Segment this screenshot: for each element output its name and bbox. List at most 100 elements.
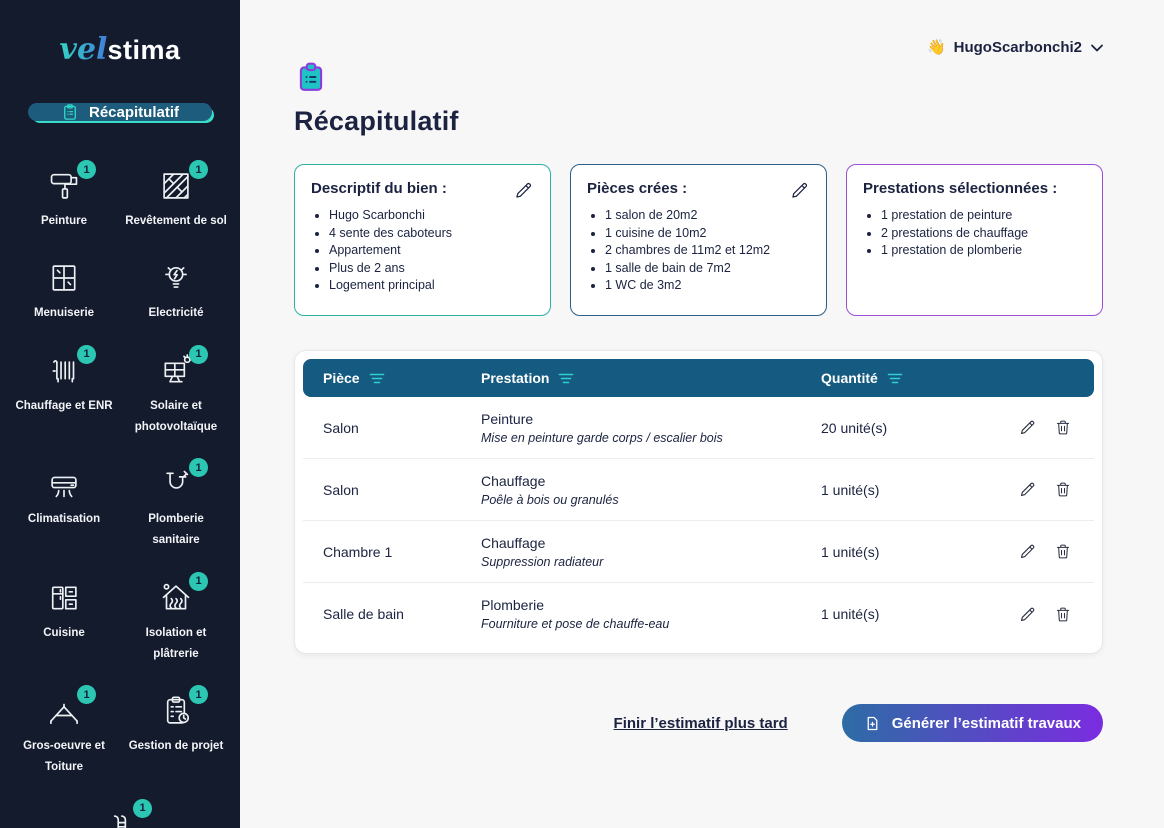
sidebar-item-solaire-et-photovoltaique[interactable]: 1 Solaire et photovoltaïque [120,344,232,439]
column-header-prestation: Prestation [481,370,821,386]
sidebar-item-isolation-et-platrerie[interactable]: 1 Isolation et plâtrerie [120,571,232,666]
sidebar-item-revetement-de-sol[interactable]: 1 Revêtement de sol [120,160,232,232]
list-item: Appartement [329,242,534,260]
filter-icon[interactable] [887,372,903,385]
cell-prestation: Plomberie Fourniture et pose de chauffe-… [481,597,821,631]
sidebar: vel stima Récapitulatif 1 Peinture 1 Revê… [0,0,240,828]
wave-emoji: 👋 [926,39,946,56]
kitchen-icon [45,586,83,621]
table-row: Salon Peinture Mise en peinture garde co… [303,397,1094,459]
sidebar-item-electricite[interactable]: Electricité [120,259,232,324]
table-header: Pièce Prestation Quantité [303,359,1094,397]
card-bullet-list: 1 salon de 20m21 cuisine de 10m22 chambr… [605,207,810,295]
main-content: 👋 HugoScarbonchi2 Récapitulatif Descript… [240,0,1164,828]
table-row: Salon Chauffage Poêle à bois ou granulés… [303,459,1094,521]
sidebar-item-chauffage-et-enr[interactable]: 1 Chauffage et ENR [8,344,120,439]
list-item: 2 prestations de chauffage [881,225,1086,243]
sidebar-item-climatisation[interactable]: Climatisation [8,465,120,552]
radiator-icon [45,359,83,394]
sidebar-item-label: Peinture [40,215,87,227]
sidebar-item-peinture[interactable]: 1 Peinture [8,160,120,232]
cell-piece: Salle de bain [323,606,404,622]
edit-pencil-icon[interactable] [513,180,534,206]
edit-pencil-icon[interactable] [1018,605,1037,624]
cell-piece: Chambre 1 [323,543,393,560]
prestation-detail: Mise en peinture garde corps / escalier … [481,430,723,445]
table-row: Salle de bain Plomberie Fourniture et po… [303,583,1094,645]
prestation-detail: Suppression radiateur [481,554,604,569]
count-badge: 1 [189,458,208,478]
edit-pencil-icon[interactable] [1018,542,1037,561]
sidebar-item-label: Electricité [148,307,204,320]
card-title: Pièces crées : [587,180,688,197]
card-prestations-selectionnees: Prestations sélectionnées : 1 prestation… [846,164,1103,316]
window-icon [45,265,83,301]
sidebar-item-gros-oeuvre-et-toiture[interactable]: 1 Gros-oeuvre et Toiture [8,685,120,779]
prestation-detail: Fourniture et pose de chauffe-eau [481,617,670,631]
edit-pencil-icon[interactable] [1018,418,1037,437]
card-bullet-list: Hugo Scarbonchi4 sente des caboteursAppa… [329,207,534,295]
sidebar-item-menuiserie[interactable]: Menuiserie [8,259,120,324]
trash-icon[interactable] [1054,542,1072,561]
sidebar-item-label: Récapitulatif [88,103,179,121]
sidebar-item-label: Plomberie sanitaire [148,513,204,547]
sidebar-item-piscine[interactable]: 1 Piscine [8,798,232,828]
sidebar-item-recapitulatif[interactable]: Récapitulatif [28,103,212,121]
sidebar-item-label: Revêtement de sol [125,215,227,227]
column-header-piece: Pièce [323,370,481,386]
user-menu[interactable]: 👋 HugoScarbonchi2 [927,38,1104,56]
logo-stima: stima [107,35,181,65]
cell-quantity: 1 unité(s) [821,481,880,498]
table-row: Chambre 1 Chauffage Suppression radiateu… [303,521,1094,583]
column-header-quantite: Quantité [821,370,1002,386]
cell-piece: Salon [323,481,359,498]
count-badge: 1 [189,685,208,705]
file-plus-icon [864,715,881,732]
sidebar-item-gestion-de-projet[interactable]: 1 Gestion de projet [120,685,232,779]
list-item: Logement principal [329,277,534,295]
filter-icon[interactable] [558,372,574,385]
finish-later-link[interactable]: Finir l’estimatif plus tard [613,714,788,732]
project-icon [157,696,195,734]
sidebar-item-cuisine[interactable]: Cuisine [8,579,120,666]
count-badge: 1 [77,344,96,364]
list-item: 1 WC de 3m2 [605,277,810,295]
list-item: 1 prestation de plomberie [881,242,1086,260]
trash-icon[interactable] [1054,605,1072,624]
logo-vel: vel [59,32,108,67]
lightbulb-icon [157,267,195,301]
list-item: 1 cuisine de 10m2 [605,225,810,243]
cell-prestation: Chauffage Poêle à bois ou granulés [481,473,821,507]
pipe-icon [157,470,195,507]
paint-roller-icon [45,173,83,209]
air-conditioner-icon [45,476,83,507]
insulation-icon [157,583,195,621]
count-badge: 1 [133,798,152,818]
list-item: Plus de 2 ans [329,260,534,278]
card-title: Descriptif du bien : [311,180,447,197]
edit-pencil-icon[interactable] [1018,480,1037,499]
page-title: Récapitulatif [294,106,459,136]
list-item: Hugo Scarbonchi [329,207,534,225]
sidebar-item-label: Climatisation [27,513,101,526]
trash-icon[interactable] [1054,418,1072,437]
prestation-name: Plomberie [481,597,545,613]
list-item: 1 salle de bain de 7m2 [605,260,810,278]
clipboard-icon [294,60,328,94]
list-item: 4 sente des caboteurs [329,225,534,243]
trash-icon[interactable] [1054,480,1072,499]
sidebar-item-label: Menuiserie [33,307,95,320]
solar-panel-icon [157,353,195,394]
prestation-name: Chauffage [481,534,546,551]
sidebar-item-label: Chauffage et ENR [15,399,113,412]
filter-icon[interactable] [369,372,385,385]
prestations-table: Pièce Prestation Quantité Salon [294,350,1103,654]
cell-quantity: 1 unité(s) [821,606,880,622]
summary-cards: Descriptif du bien : Hugo Scarbonchi4 se… [294,164,1104,316]
edit-pencil-icon[interactable] [789,180,810,206]
footer-actions: Finir l’estimatif plus tard Générer l’es… [294,704,1103,742]
sidebar-item-plomberie-sanitaire[interactable]: 1 Plomberie sanitaire [120,458,232,552]
clipboard-icon [61,103,79,121]
card-descriptif-du-bien: Descriptif du bien : Hugo Scarbonchi4 se… [294,164,551,316]
generate-estimate-button[interactable]: Générer l’estimatif travaux [841,704,1103,742]
